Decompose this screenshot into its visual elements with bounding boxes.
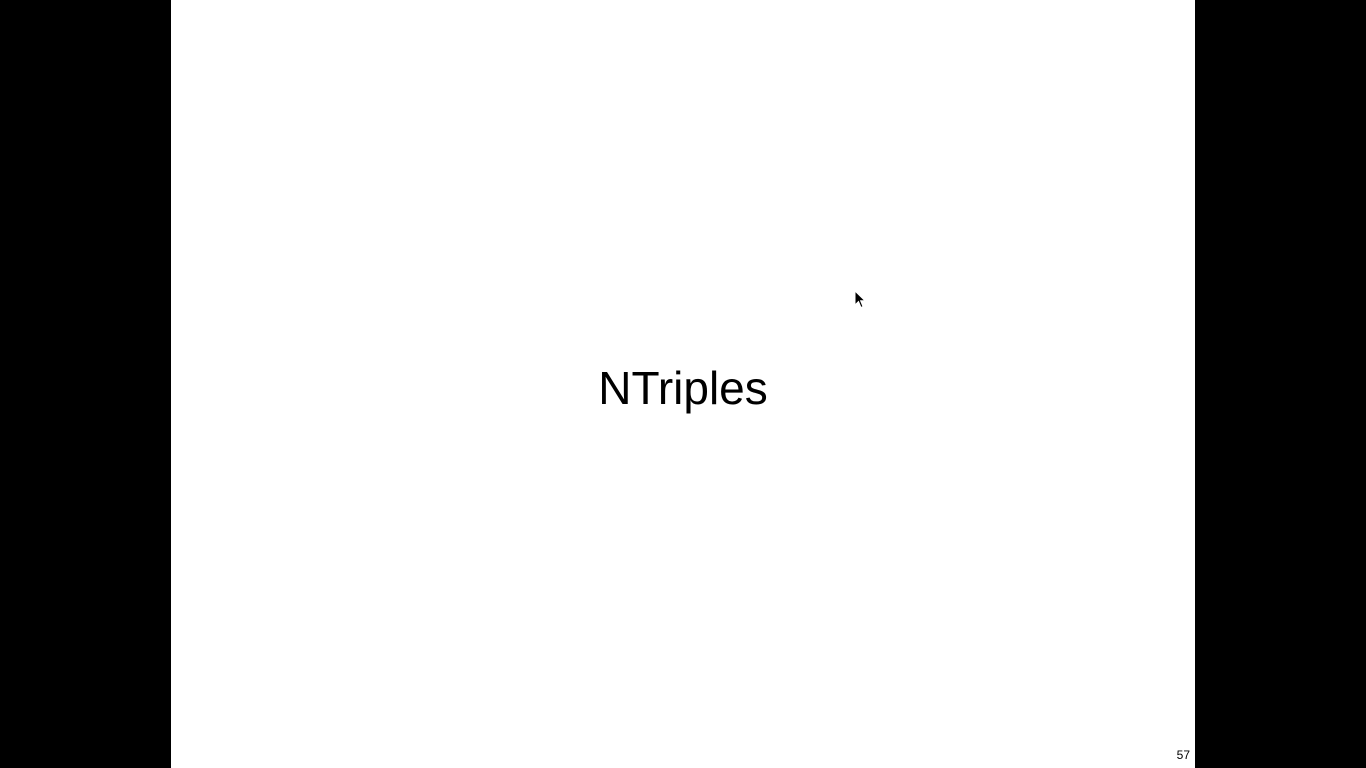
slide-title: NTriples — [598, 362, 768, 414]
slide-number: 57 — [1176, 748, 1190, 762]
arrow-pointer-icon — [854, 290, 866, 309]
slide[interactable]: NTriples 57 — [171, 0, 1195, 768]
